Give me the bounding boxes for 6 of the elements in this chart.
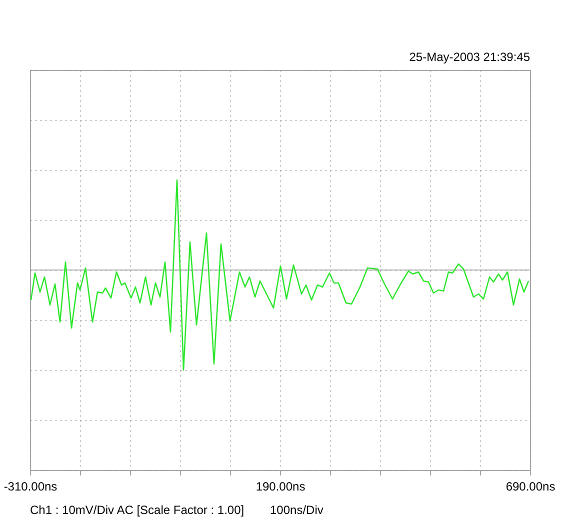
x-tick-label: 190.00ns [256,480,306,494]
x-tick-label: 690.00ns [506,480,556,494]
text: 100ns/Div [270,503,324,517]
text: Ch1 : 10mV/Div AC [Scale Factor : 1.00] [30,503,244,517]
x-tick-label: -310.00ns [4,480,58,494]
text: 25-May-2003 21:39:45 [409,50,530,64]
